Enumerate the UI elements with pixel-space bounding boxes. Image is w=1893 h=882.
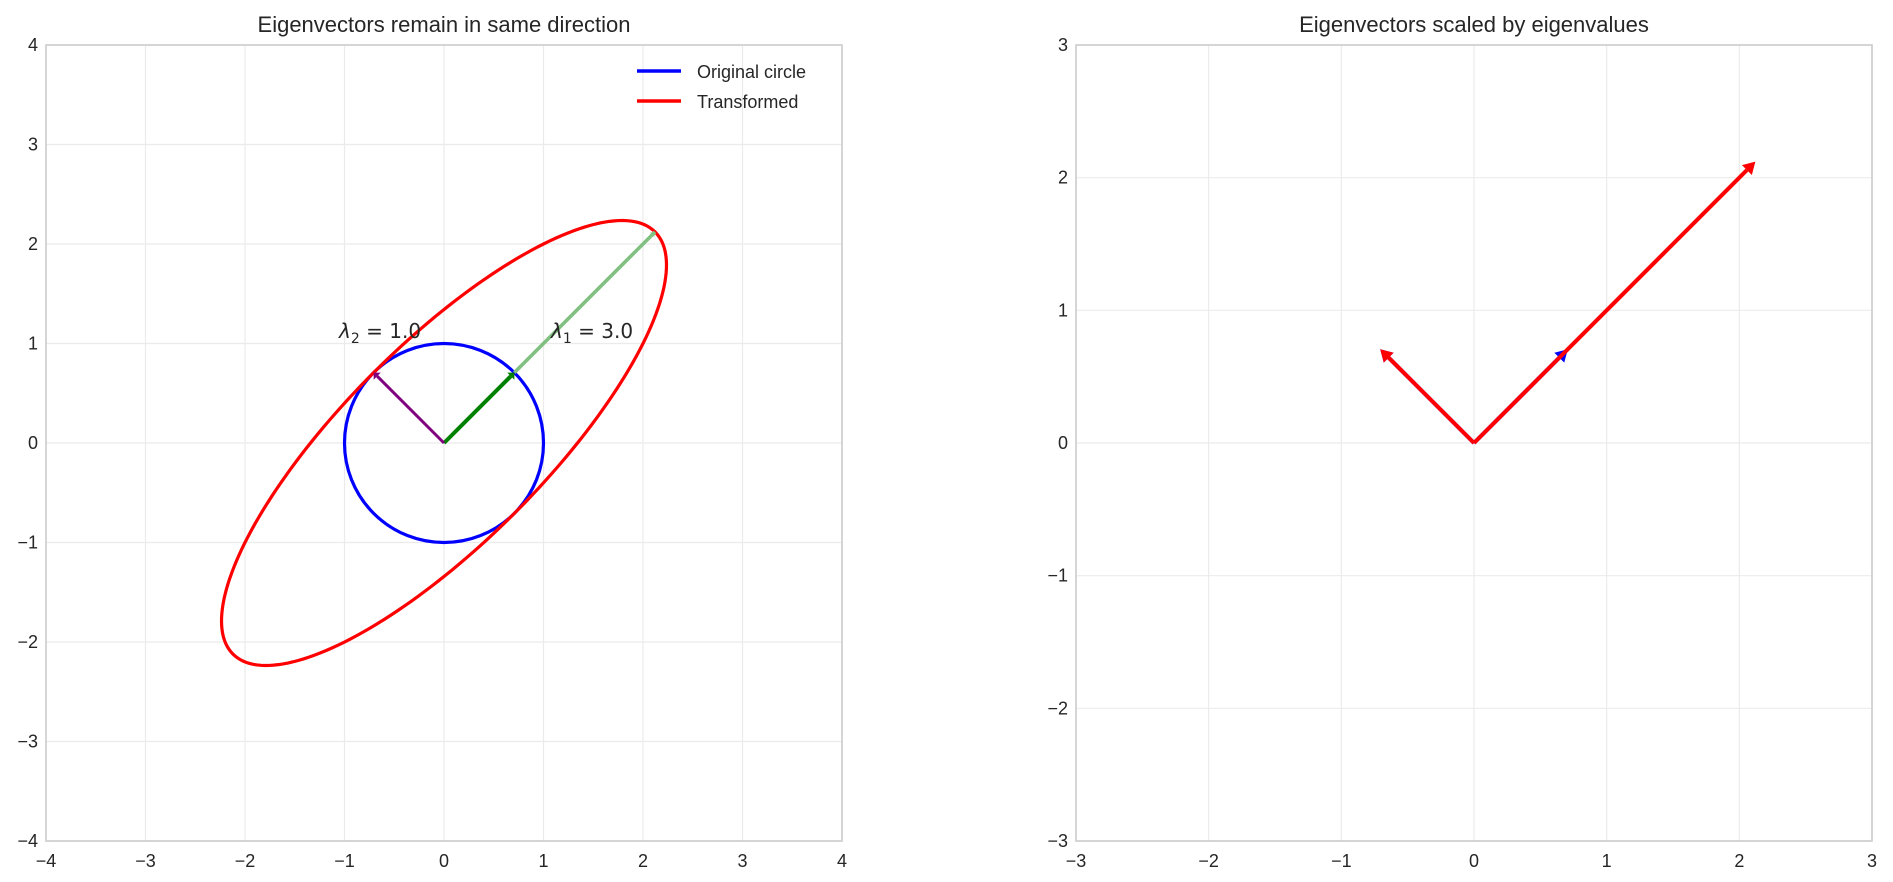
right-axes-frame [1075,44,1873,842]
y-tick-label: −3 [17,732,38,752]
y-tick-label: 2 [1058,168,1068,188]
y-tick-label: 1 [28,334,38,354]
x-tick-label: −4 [36,851,57,871]
right-plot: −3 −2 −1 0 1 2 3 −3 −2 −1 0 1 2 3 Eigenvectors scaled… [1047,12,1877,871]
x-tick-label: 1 [538,851,548,871]
y-tick-label: 3 [28,135,38,155]
left-legend: Original circle Transformed [637,62,806,112]
eigenvector-1-shaft [442,374,513,445]
annotation-lambda1: λ1 = 3.0 [550,319,633,347]
lambda-subscript: 2 [351,331,360,347]
lambda-subscript: 1 [563,331,572,347]
y-tick-label: −1 [1047,566,1068,586]
right-plot-content [1380,161,1756,445]
y-tick-label: 0 [28,433,38,453]
lambda-symbol: λ [338,319,351,343]
left-plot-title: Eigenvectors remain in same direction [258,12,631,37]
y-tick-label: −1 [17,533,38,553]
y-tick-label: 0 [1058,433,1068,453]
scaled-eigenvector-1-line [513,230,657,374]
x-tick-label: −2 [235,851,256,871]
vector-lambda1-v1-shaft [1472,168,1749,445]
y-tick-label: −4 [17,831,38,851]
annotation-lambda2: λ2 = 1.0 [338,319,421,347]
y-tick-label: 1 [1058,300,1068,320]
lambda-value: = 3.0 [572,319,633,343]
y-tick-label: −2 [17,632,38,652]
right-plot-title: Eigenvectors scaled by eigenvalues [1299,12,1649,37]
x-tick-label: 3 [737,851,747,871]
vector-lambda2-v2-shaft [1387,356,1476,445]
y-tick-label: 3 [1058,35,1068,55]
x-tick-label: −1 [334,851,355,871]
eigenvector-2-shaft [376,375,446,445]
x-tick-label: 4 [837,851,847,871]
y-tick-label: 2 [28,234,38,254]
x-tick-label: 3 [1867,851,1877,871]
lambda-symbol: λ [550,319,563,343]
y-tick-label: 4 [28,35,38,55]
vector-lambda1-v1-arrowhead-icon [1741,161,1756,176]
x-tick-label: −2 [1198,851,1219,871]
x-tick-label: 0 [439,851,449,871]
y-tick-label: −2 [1047,698,1068,718]
eigenvector-2-arrowhead-icon [373,372,381,380]
left-tick-labels: −4 −3 −2 −1 0 1 2 3 4 −4 −3 −2 −1 0 1 2 3 4 [17,35,847,871]
left-plot-content [219,218,669,668]
lambda-value: = 1.0 [360,319,421,343]
legend-label-transformed: Transformed [697,92,798,112]
legend-label-original-circle: Original circle [697,62,806,82]
original-circle-curve [342,341,546,545]
x-tick-label: 2 [1734,851,1744,871]
right-tick-labels: −3 −2 −1 0 1 2 3 −3 −2 −1 0 1 2 3 [1047,35,1877,871]
x-tick-label: −1 [1331,851,1352,871]
x-tick-label: −3 [1066,851,1087,871]
transformed-ellipse-curve [219,218,669,668]
left-plot: −4 −3 −2 −1 0 1 2 3 4 −4 −3 −2 −1 0 1 2 3 4 Eigenvectors … [17,12,847,871]
vector-lambda2-v2-arrowhead-icon [1380,349,1394,363]
x-tick-label: 2 [638,851,648,871]
x-tick-label: −3 [135,851,156,871]
x-tick-label: 1 [1602,851,1612,871]
scaled-eigenvector-1-tip-arrowhead-icon [650,231,656,237]
y-tick-label: −3 [1047,831,1068,851]
eigenvector-1-arrowhead-icon [507,372,515,380]
x-tick-label: 0 [1469,851,1479,871]
left-axes-frame [45,44,843,842]
